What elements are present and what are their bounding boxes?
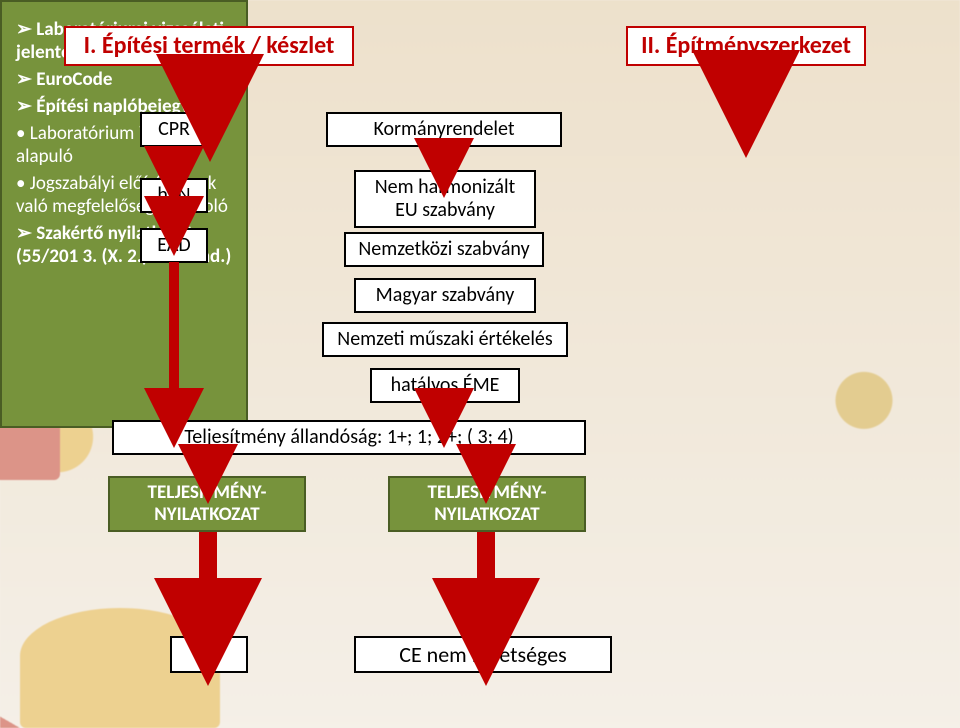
box-kormanyrendelet: Kormányrendelet	[326, 112, 562, 147]
box-cpr: CPR	[140, 112, 208, 147]
box-eu-szabvany: Nem harmonizált EU szabvány	[354, 170, 536, 228]
title-right: II. Építményszerkezet	[626, 26, 866, 66]
box-ce: CE	[170, 636, 248, 673]
panel-item: ➢ EuroCode	[16, 68, 232, 91]
box-dop-right: TELJESÍTMÉNY-NYILATKOZAT	[388, 476, 586, 532]
box-hen: hEN	[140, 178, 208, 213]
box-nmt: Nemzeti műszaki értékelés	[322, 322, 568, 357]
box-ead: EAD	[140, 228, 208, 263]
box-ce-nem: CE nem lehetséges	[354, 636, 612, 673]
box-magyar: Magyar szabvány	[354, 278, 536, 313]
diagram-stage: I. Építési termék / készlet II. Építmény…	[0, 0, 960, 728]
title-left: I. Építési termék / készlet	[64, 26, 354, 66]
box-dop-left: TELJESÍTMÉNY-NYILATKOZAT	[108, 476, 306, 532]
box-nemzetkozi: Nemzetközi szabvány	[344, 232, 544, 267]
box-eme: hatályos ÉME	[370, 368, 520, 403]
box-allandosag: Teljesítmény állandóság: 1+; 1; 2+; ( 3;…	[112, 420, 586, 455]
